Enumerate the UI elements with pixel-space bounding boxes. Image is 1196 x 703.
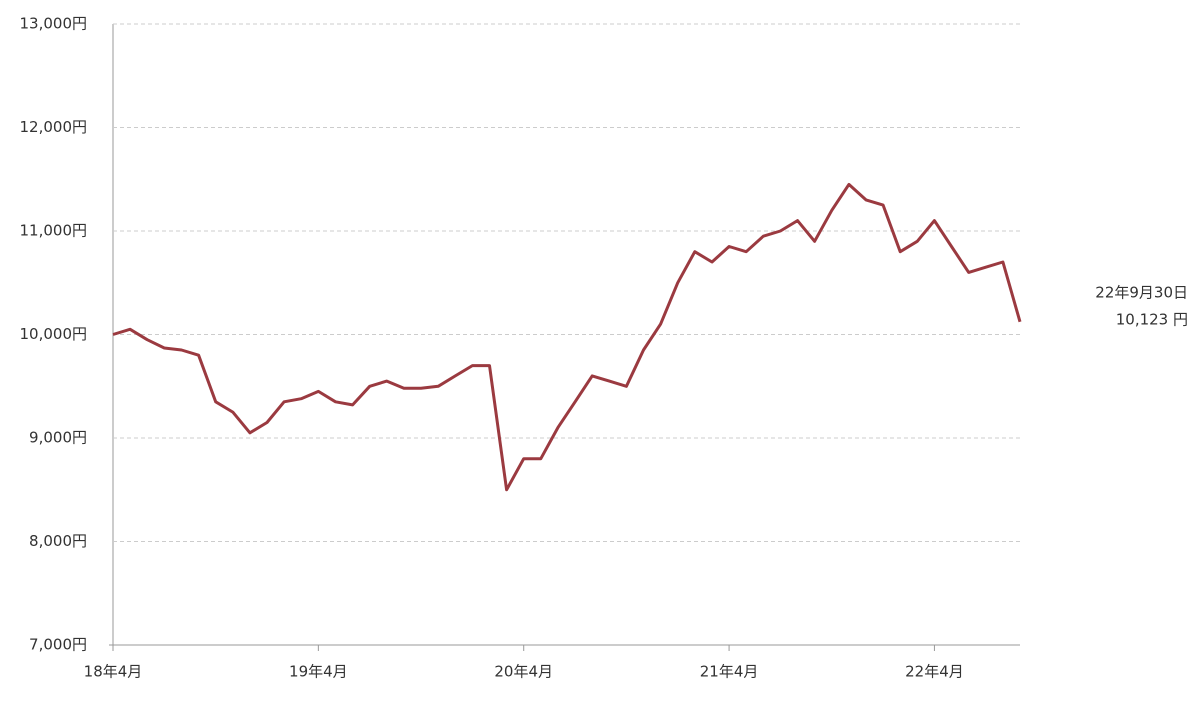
x-tick-label: 22年4月: [905, 663, 964, 681]
end-date-label: 22年9月30日: [1095, 284, 1188, 302]
y-tick-label: 9,000円: [29, 429, 87, 447]
x-tick-label: 19年4月: [289, 663, 348, 681]
x-tick-label: 21年4月: [700, 663, 759, 681]
y-tick-label: 8,000円: [29, 532, 87, 550]
y-tick-label: 7,000円: [29, 636, 87, 654]
value-label: 10,123 円: [1116, 311, 1188, 329]
y-tick-label: 10,000円: [20, 325, 88, 343]
y-tick-label: 13,000円: [20, 15, 88, 33]
x-tick-label: 20年4月: [494, 663, 553, 681]
price-line: [112, 182, 1022, 492]
y-tick-label: 11,000円: [20, 222, 88, 240]
x-tick-label: 18年4月: [84, 663, 143, 681]
y-tick-label: 12,000円: [20, 118, 88, 136]
